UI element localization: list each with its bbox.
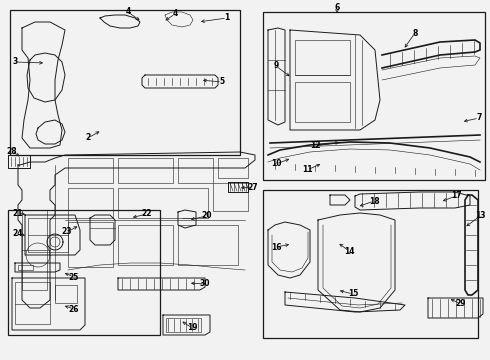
Text: 3: 3 (12, 58, 18, 67)
Text: 4: 4 (172, 9, 178, 18)
Bar (118, 225, 173, 265)
Bar (22, 210, 47, 290)
Text: 26: 26 (69, 305, 79, 314)
Bar (178, 225, 238, 265)
Text: 25: 25 (69, 273, 79, 282)
Text: 20: 20 (202, 211, 212, 220)
Text: 24: 24 (13, 230, 23, 238)
Bar (28, 218, 68, 252)
Bar (55, 285, 77, 303)
Text: 8: 8 (412, 28, 417, 37)
Text: 15: 15 (348, 289, 358, 298)
Text: 29: 29 (456, 300, 466, 309)
Text: 27: 27 (247, 183, 258, 192)
Bar (213, 183, 248, 211)
Bar (178, 158, 213, 183)
Bar (68, 222, 113, 267)
Text: 7: 7 (476, 113, 482, 122)
Text: 5: 5 (220, 77, 224, 86)
Text: 16: 16 (271, 243, 281, 252)
Text: 23: 23 (62, 228, 72, 237)
Text: 10: 10 (271, 159, 281, 168)
Text: 21: 21 (13, 208, 23, 217)
Text: 11: 11 (302, 166, 312, 175)
Bar (15, 282, 50, 324)
Bar (218, 158, 248, 178)
Text: 2: 2 (85, 134, 91, 143)
Bar (118, 188, 208, 218)
Text: 19: 19 (187, 324, 197, 333)
Text: 28: 28 (7, 147, 17, 156)
Text: 17: 17 (451, 192, 461, 201)
Bar (118, 158, 173, 183)
Text: 6: 6 (334, 4, 340, 13)
Text: 12: 12 (310, 141, 320, 150)
Text: 18: 18 (368, 197, 379, 206)
Bar (8, 210, 160, 335)
Text: 1: 1 (224, 13, 230, 22)
Bar (295, 82, 350, 122)
Bar (295, 40, 350, 75)
Bar (68, 158, 113, 183)
Text: 30: 30 (200, 279, 210, 288)
Text: 22: 22 (142, 210, 152, 219)
Bar (10, 10, 240, 155)
Text: 13: 13 (475, 211, 485, 220)
Text: 4: 4 (125, 8, 131, 17)
Bar (166, 318, 201, 332)
Bar (68, 188, 113, 218)
Bar (263, 12, 485, 180)
Bar (18, 265, 33, 270)
Bar (263, 190, 478, 338)
Text: 14: 14 (344, 247, 354, 256)
Text: 9: 9 (273, 62, 279, 71)
